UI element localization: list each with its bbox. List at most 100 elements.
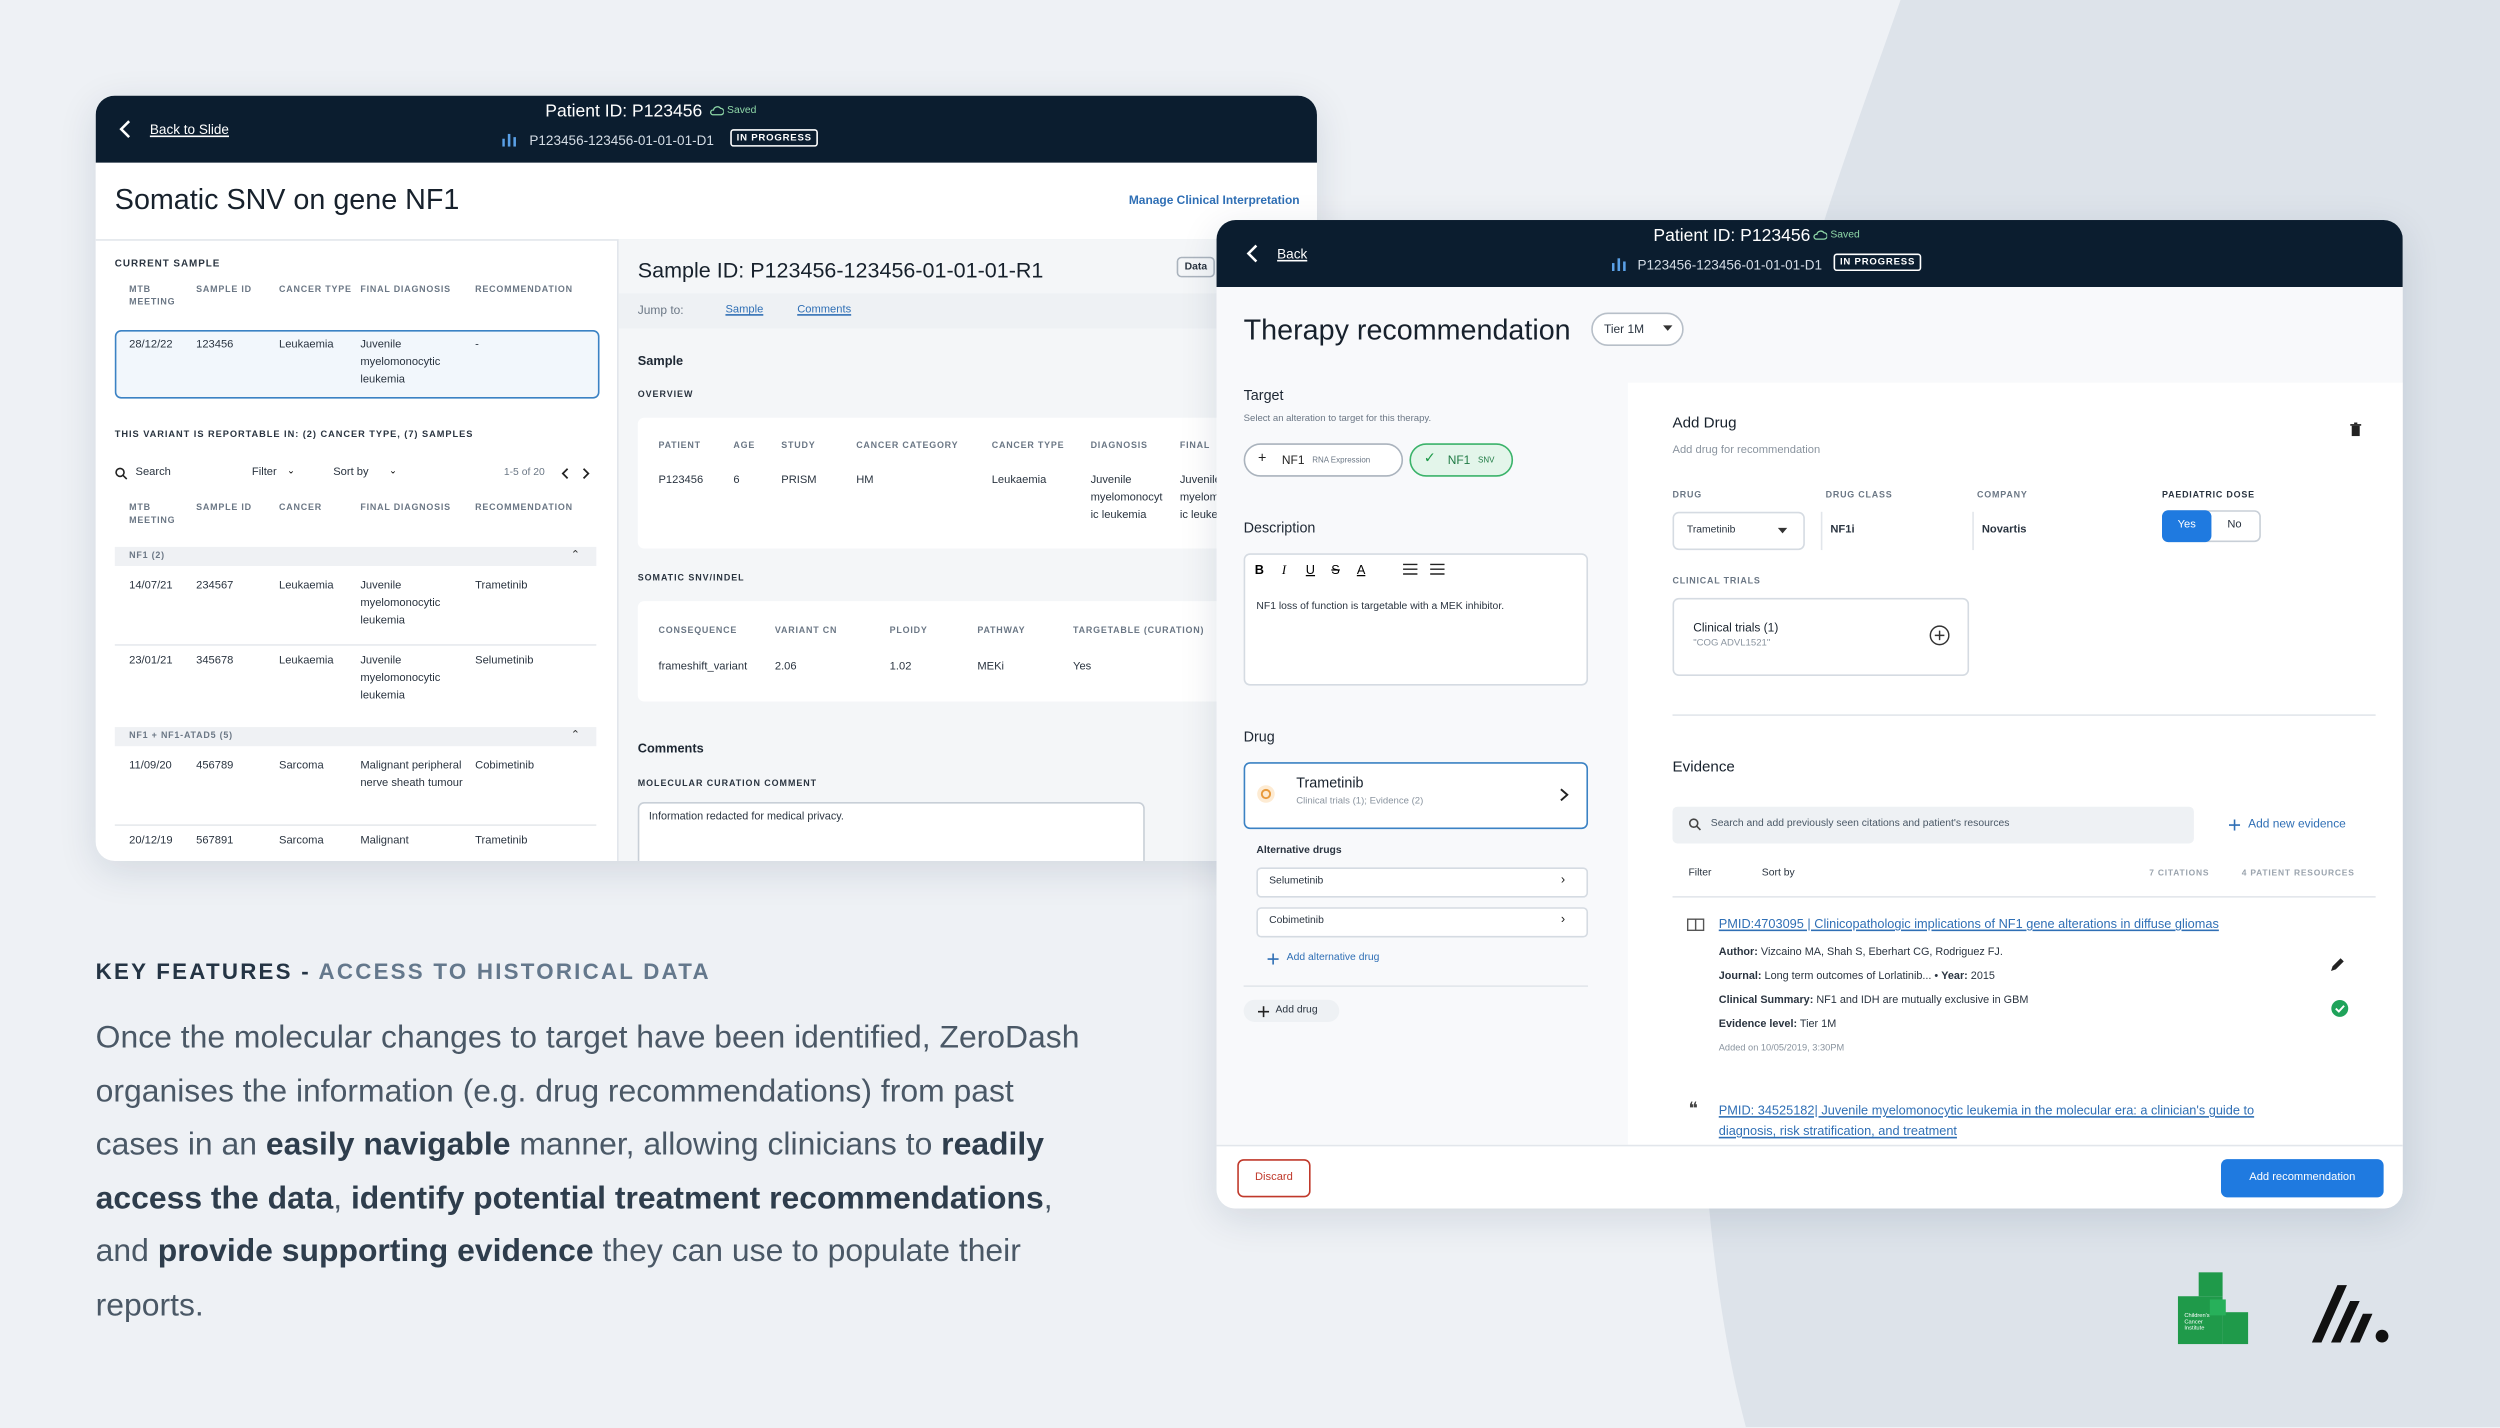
column-header: CONSEQUENCE — [658, 626, 738, 637]
table-cell: 11/09/20 — [129, 760, 172, 772]
column-header: PATHWAY — [977, 626, 1026, 637]
add-drug-area — [1627, 382, 2403, 1145]
column-header: CANCER TYPE — [991, 441, 1065, 452]
drug-select[interactable] — [1672, 511, 1805, 551]
edit-icon[interactable] — [2329, 957, 2345, 973]
saved-label: Saved — [727, 105, 757, 117]
table-cell: frameshift_variant — [658, 661, 748, 673]
comment-box[interactable]: Information redacted for medical privacy… — [637, 801, 1145, 861]
drug-value: Trametinib — [1686, 524, 1736, 536]
table-cell: 123456 — [196, 339, 234, 351]
divider — [1672, 714, 2376, 716]
column-header: FINAL DIAGNOSIS — [360, 503, 451, 514]
section-heading: Description — [1243, 519, 1316, 536]
group-band[interactable] — [114, 727, 597, 747]
editor-toolbar[interactable]: B I U S A — [1255, 560, 1462, 579]
zerodash-logo — [2311, 1285, 2389, 1343]
target-chip[interactable] — [1409, 443, 1514, 477]
subheading: ACCESS TO HISTORICAL DATA — [318, 958, 711, 984]
citation-date: Added on 10/05/2019, 3:30PM — [1718, 1044, 1845, 1054]
column-header: DIAGNOSIS — [1090, 441, 1148, 452]
jump-bar — [618, 293, 1317, 329]
overview-card — [637, 417, 1317, 549]
column-header: AGE — [733, 441, 756, 452]
table-cell: MEKi — [977, 661, 1005, 673]
cloud-icon — [1813, 230, 1828, 240]
add-trial-icon[interactable] — [1929, 625, 1950, 646]
data-button[interactable]: Data — [1176, 256, 1216, 278]
add-drug-button[interactable] — [1243, 999, 1340, 1023]
filter-button[interactable]: Filter — [251, 467, 277, 479]
svg-text:B: B — [1255, 562, 1264, 577]
column-header: SAMPLE ID — [196, 503, 252, 514]
editor[interactable] — [1243, 553, 1589, 686]
alternative-name: Cobimetinib — [1269, 915, 1324, 927]
row-divider — [114, 824, 597, 826]
citation-title[interactable]: PMID: 34525182| Juvenile myelomonocytic … — [1718, 1103, 2255, 1139]
column-header: FINAL DIAGNOSIS — [360, 285, 451, 295]
chevron — [1560, 788, 1569, 802]
current-row-box[interactable] — [114, 330, 600, 399]
evidence-search[interactable] — [1672, 806, 2194, 844]
manage-link[interactable]: Manage Clinical Interpretation — [1128, 192, 1300, 208]
delete-icon[interactable] — [2350, 422, 2362, 437]
table-cell: 2.06 — [774, 661, 797, 673]
hint: Add drug for recommendation — [1672, 444, 1821, 456]
collapse-icon[interactable]: ⌃ — [570, 550, 581, 562]
collapse-icon[interactable]: ⌃ — [570, 730, 581, 742]
section-heading: Comments — [637, 741, 704, 756]
drug-sub: Clinical trials (1); Evidence (2) — [1296, 797, 1424, 807]
trials-card[interactable] — [1672, 597, 1970, 677]
no-option[interactable]: No — [2227, 519, 2242, 531]
add-evidence[interactable]: Add new evidence — [2248, 816, 2346, 831]
trials-title: Clinical trials (1) — [1693, 620, 1779, 635]
section-label: MOLECULAR CURATION COMMENT — [637, 779, 818, 790]
table-cell: Leukaemia — [991, 475, 1047, 487]
table-cell: 345678 — [196, 655, 234, 667]
sort-button[interactable]: Sort by — [333, 467, 369, 479]
drug-card[interactable] — [1243, 762, 1589, 830]
alternative-card[interactable] — [1256, 867, 1589, 898]
yes-option[interactable]: Yes — [2162, 510, 2212, 543]
chip-gene: NF1 — [1281, 452, 1305, 468]
institute-logo — [2177, 1272, 2249, 1345]
check-icon: ✓ — [1423, 449, 1436, 466]
target-chip[interactable] — [1243, 443, 1404, 477]
table-cell: 28/12/22 — [129, 339, 173, 351]
jump-label: Jump to: — [637, 302, 684, 318]
article-icon — [1686, 918, 1705, 932]
alternative-card[interactable] — [1256, 907, 1589, 938]
left-panel: Back to Slide Patient ID: P123456 Saved … — [95, 95, 1317, 861]
status-badge: IN PROGRESS — [1833, 253, 1922, 272]
filter-button[interactable]: Filter — [1688, 867, 1712, 879]
pager-arrows[interactable] — [561, 467, 593, 480]
search-placeholder: Search and add previously seen citations… — [1710, 817, 2010, 830]
table-cell: Juvenile myelomonocytic leukemia — [360, 339, 441, 386]
jump-link[interactable]: Comments — [797, 304, 852, 316]
plus-icon — [1267, 953, 1279, 965]
back-link[interactable]: Back to Slide — [149, 121, 229, 138]
table-cell: Leukaemia — [279, 339, 334, 351]
citation-title[interactable]: PMID:4703095 | Clinicopathologic implica… — [1718, 916, 2219, 932]
column-header: PATIENT — [658, 441, 701, 452]
discard-button[interactable]: Discard — [1237, 1159, 1311, 1198]
add-alternative[interactable]: Add alternative drug — [1286, 951, 1380, 964]
status-badge: IN PROGRESS — [730, 129, 819, 147]
field-label: DRUG — [1672, 491, 1702, 501]
sort-button[interactable]: Sort by — [1761, 867, 1795, 879]
submit-button[interactable]: Add recommendation — [2220, 1159, 2384, 1198]
jump-link[interactable]: Sample — [725, 304, 764, 316]
table-cell: PRISM — [781, 475, 817, 487]
group-name: NF1 (2) — [129, 551, 165, 562]
section-label: Alternative drugs — [1256, 845, 1342, 857]
cloud-icon — [710, 106, 724, 116]
text: manner, allowing clinicians to — [510, 1127, 942, 1163]
sample-title: Sample ID: P123456-123456-01-01-01-R1 — [637, 258, 1044, 283]
trials-sub: "COG ADVL1521" — [1693, 639, 1771, 649]
emphasis: provide supporting evidence — [157, 1234, 594, 1270]
search-input[interactable]: Search — [135, 467, 171, 479]
group-band[interactable] — [114, 546, 597, 567]
column-header: VARIANT CN — [774, 626, 838, 637]
back-link[interactable]: Back — [1277, 245, 1308, 262]
